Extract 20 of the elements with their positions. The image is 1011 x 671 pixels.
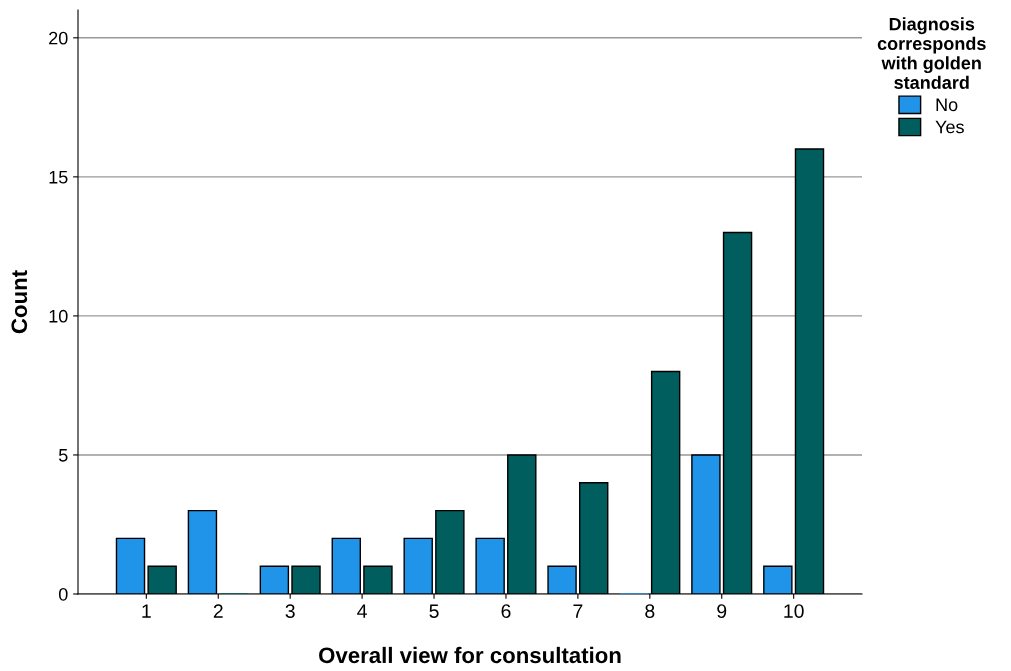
y-tick-label: 20: [49, 31, 68, 45]
legend-label: No: [936, 98, 958, 112]
y-axis-title: Count: [11, 270, 28, 334]
x-tick-label: 10: [784, 604, 804, 618]
x-tick-label: 2: [213, 604, 223, 618]
y-tick-label: 15: [49, 170, 68, 184]
y-tick-label: 5: [58, 449, 68, 462]
y-tick-label: 0: [58, 587, 68, 601]
x-tick-label: 4: [357, 604, 367, 618]
legend-title: Diagnosis corresponds with golden standard: [877, 17, 986, 89]
x-tick-label: 3: [285, 604, 295, 618]
x-tick-label: 7: [573, 604, 583, 618]
x-tick-label: 8: [645, 604, 655, 618]
x-tick-label: 5: [429, 604, 439, 618]
x-tick-label: 9: [717, 604, 727, 618]
y-tick-label: 10: [49, 309, 68, 323]
x-tick-label: 1: [142, 604, 151, 618]
x-axis-title: Overall view for consultation: [319, 646, 621, 664]
x-tick-label: 6: [501, 604, 511, 618]
legend-label: Yes: [935, 120, 964, 134]
